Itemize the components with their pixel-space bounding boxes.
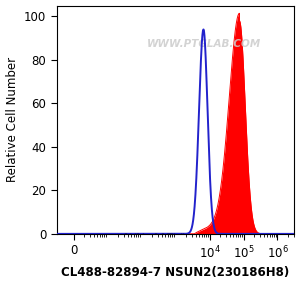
Text: WWW.PTGLAB.COM: WWW.PTGLAB.COM [147, 39, 261, 49]
X-axis label: CL488-82894-7 NSUN2(230186H8): CL488-82894-7 NSUN2(230186H8) [61, 266, 290, 280]
Y-axis label: Relative Cell Number: Relative Cell Number [6, 57, 19, 182]
